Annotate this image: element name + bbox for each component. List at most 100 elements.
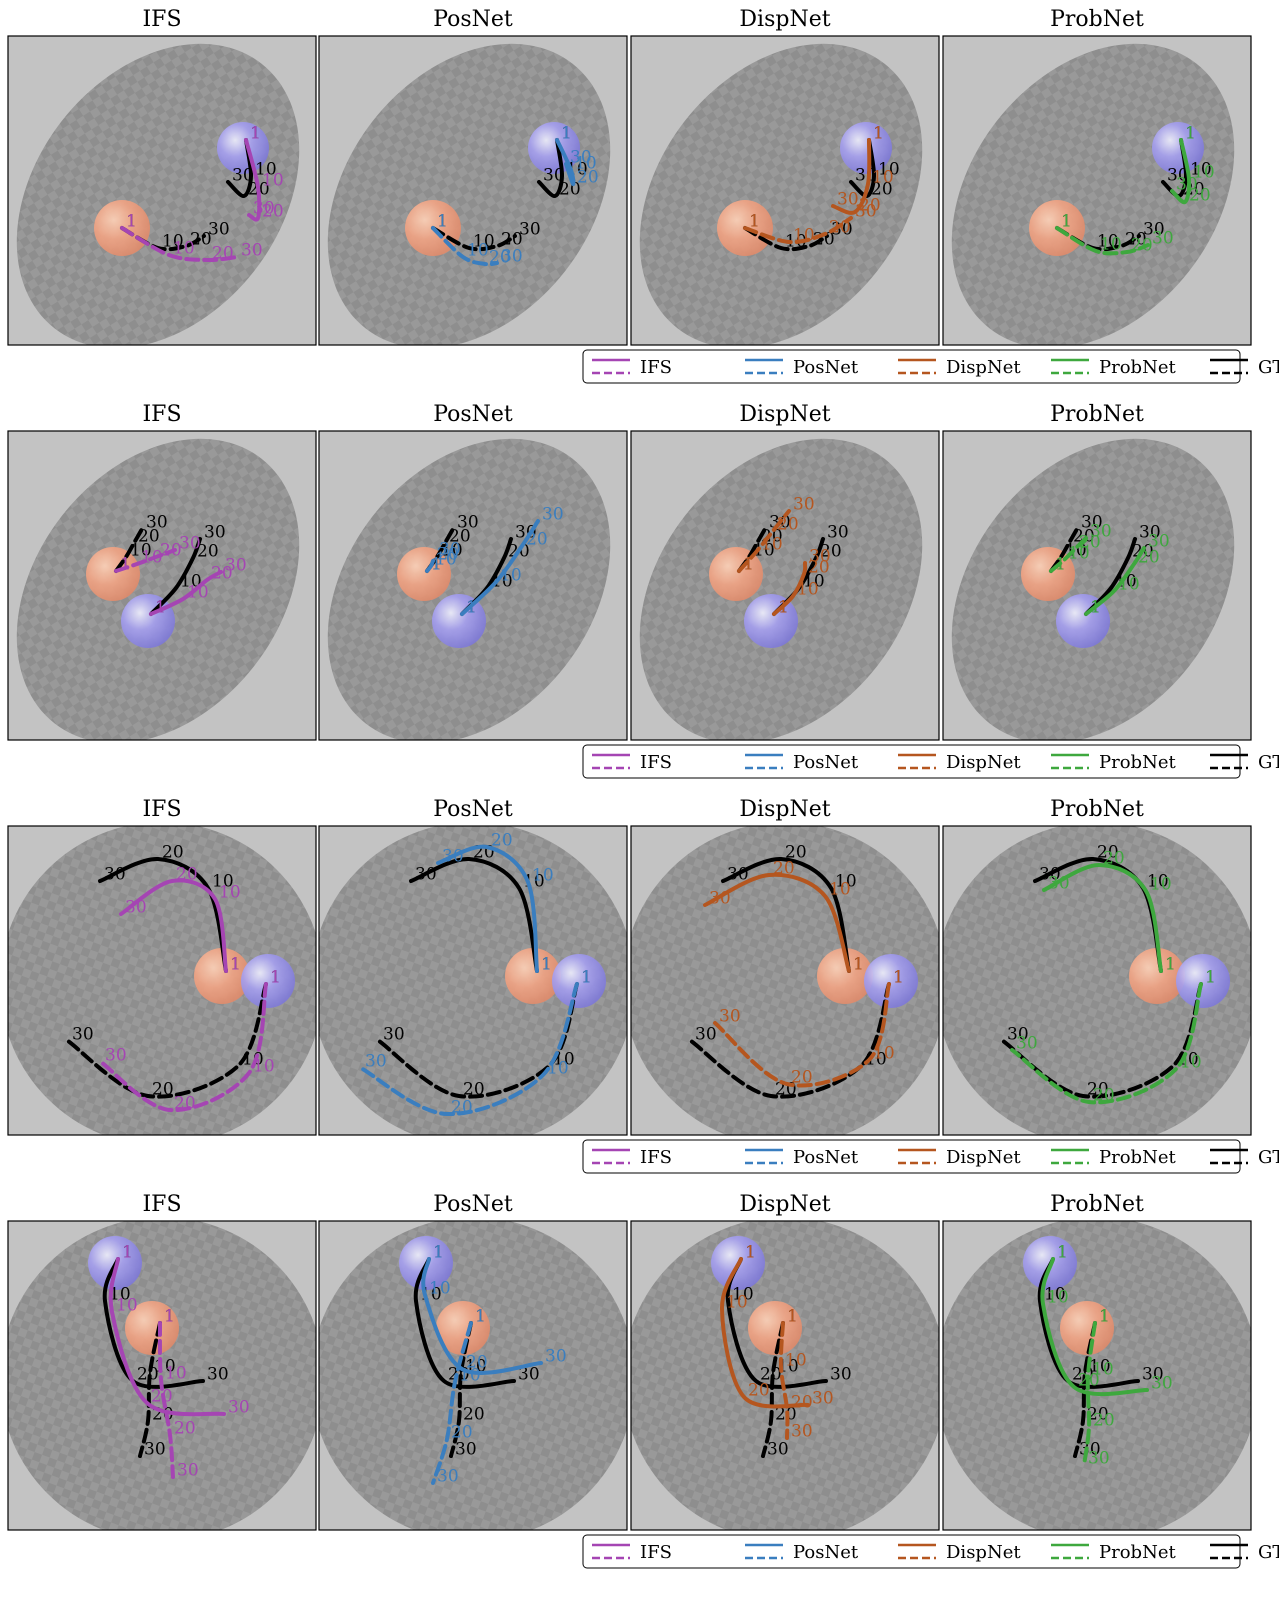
- trajectory-solid: [102, 1257, 205, 1389]
- timestep-label: 10: [459, 1366, 481, 1386]
- timestep-label: 30: [519, 220, 541, 240]
- timestep-label: 10: [130, 541, 152, 561]
- trajectory-dashed: [114, 527, 144, 573]
- legend-label: ProbNet: [1099, 752, 1176, 773]
- timestep-label: 20: [1138, 548, 1160, 568]
- timestep-label: 1: [437, 212, 448, 232]
- timestep-label: 20: [1093, 1086, 1115, 1106]
- timestep-label: 10: [262, 171, 284, 191]
- ball: [1021, 547, 1075, 601]
- ball: [194, 948, 250, 1004]
- panel-border: [7, 35, 317, 346]
- timestep-label: 1: [164, 1307, 175, 1327]
- panel-border: [942, 430, 1252, 741]
- timestep-label: 10: [491, 572, 513, 592]
- timestep-label: 30: [791, 1422, 813, 1442]
- trajectory-dashed: [120, 226, 239, 263]
- trajectory-solid: [98, 856, 228, 973]
- timestep-label: 10: [1118, 575, 1140, 595]
- legend-box: [582, 1139, 1241, 1174]
- timestep-label: 30: [1088, 1449, 1110, 1469]
- sphere: [16, 43, 300, 345]
- timestep-label: 20: [791, 1393, 813, 1413]
- timestep-label: 20: [174, 1419, 196, 1439]
- timestep-label: 10: [1150, 875, 1172, 895]
- timestep-label: 1: [1165, 955, 1176, 975]
- timestep-label: 20: [1073, 527, 1095, 547]
- timestep-label: 20: [212, 244, 234, 264]
- trajectory-solid: [149, 537, 202, 616]
- timestep-label: 10: [219, 883, 241, 903]
- timestep-label: 20: [190, 230, 212, 250]
- timestep-label: 20: [451, 1423, 473, 1443]
- timestep-label: 30: [855, 166, 877, 186]
- timestep-label: 30: [727, 865, 749, 885]
- timestep-label: 1: [230, 955, 241, 975]
- ball: [817, 948, 873, 1004]
- panel-title: DispNet: [739, 797, 830, 822]
- timestep-label: 30: [204, 523, 226, 543]
- timestep-label: 20: [138, 527, 160, 547]
- timestep-label: 20: [162, 843, 184, 863]
- panel-title: ProbNet: [1050, 7, 1144, 32]
- panel-border: [7, 430, 317, 741]
- ball: [1129, 948, 1185, 1004]
- timestep-label: 30: [1148, 532, 1170, 552]
- legend-label: PosNet: [793, 1147, 859, 1168]
- ball: [1060, 1301, 1114, 1355]
- legend-label: IFS: [640, 1542, 672, 1563]
- timestep-label: 1: [1061, 212, 1072, 232]
- timestep-label: 20: [808, 558, 830, 578]
- ball: [864, 954, 918, 1008]
- ball: [709, 547, 763, 601]
- legend-label: IFS: [640, 1147, 672, 1168]
- timestep-label: 30: [415, 865, 437, 885]
- timestep-label: 10: [441, 541, 463, 561]
- timestep-label: 30: [1139, 523, 1161, 543]
- panel-border: [318, 1220, 628, 1531]
- timestep-label: 30: [1152, 229, 1174, 249]
- timestep-label: 10: [173, 239, 195, 259]
- timestep-label: 10: [797, 580, 819, 600]
- ball: [121, 594, 175, 648]
- timestep-label: 1: [230, 955, 241, 975]
- timestep-label: 1: [270, 968, 281, 988]
- timestep-label: 1: [787, 1307, 798, 1327]
- panel-title: ProbNet: [1050, 797, 1144, 822]
- trajectory-solid: [1084, 546, 1146, 616]
- legend-label: DispNet: [946, 357, 1021, 378]
- panel-title: ProbNet: [1050, 1192, 1144, 1217]
- sphere: [639, 438, 923, 740]
- trajectory-dashed: [713, 982, 891, 1088]
- timestep-label: 1: [164, 1307, 175, 1327]
- timestep-label: 30: [1176, 175, 1198, 195]
- timestep-label: 1: [120, 555, 131, 575]
- timestep-label: 20: [1093, 1411, 1115, 1431]
- trajectory-solid: [1042, 862, 1163, 973]
- trajectory-dashed: [431, 1321, 473, 1485]
- timestep-label: 30: [1142, 1365, 1164, 1385]
- timestep-label: 1: [250, 124, 261, 144]
- timestep-label: 1: [561, 124, 572, 144]
- timestep-label: 1: [431, 555, 442, 575]
- timestep-label: 1: [893, 968, 904, 988]
- timestep-label: 30: [767, 1440, 789, 1460]
- ball: [552, 954, 606, 1008]
- timestep-label: 10: [467, 241, 489, 261]
- timestep-label: 1: [1185, 124, 1196, 144]
- timestep-label: 30: [1048, 874, 1070, 894]
- timestep-label: 10: [109, 1285, 131, 1305]
- panel-border: [630, 430, 940, 741]
- legend-box: [582, 744, 1241, 779]
- timestep-label: 10: [1190, 160, 1212, 180]
